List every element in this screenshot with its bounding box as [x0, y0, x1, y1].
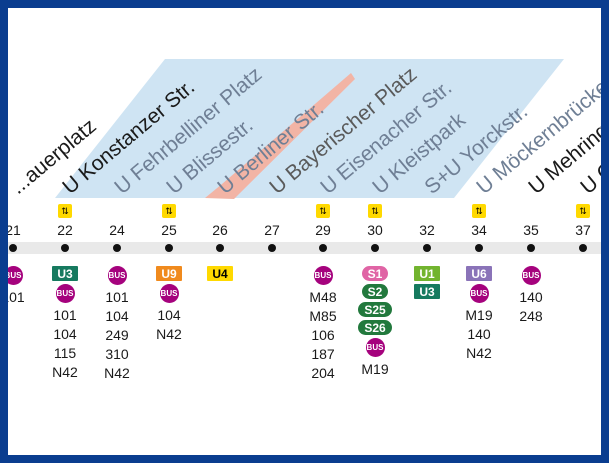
connection-column: U1 U3	[397, 266, 457, 302]
stop-number: 24	[109, 222, 125, 238]
bus-line: M19	[361, 361, 389, 377]
bus-line: 249	[105, 327, 129, 343]
bus-line: 204	[311, 365, 335, 381]
bus-badge: BUS	[313, 266, 333, 285]
bus-line: 140	[519, 289, 543, 305]
bus-line: 310	[105, 346, 129, 362]
zone-highlight	[55, 59, 564, 199]
bus-line: M19	[465, 307, 493, 323]
line-badge: U6	[466, 266, 492, 281]
stop-number: 27	[264, 222, 280, 238]
bus-line: M48	[309, 289, 337, 305]
bus-badge: BUS	[521, 266, 541, 285]
bus-line: 248	[519, 308, 543, 324]
bus-line: 115	[53, 345, 77, 361]
bus-badge: BUS	[55, 284, 75, 303]
bus-line: N42	[156, 326, 182, 342]
connection-column: BUS 140 248	[501, 266, 561, 326]
route-map-panel: ...auerplatz U Konstanzer Str. U Fehrbelli…	[8, 8, 601, 455]
elevator-icon: ⇅	[58, 204, 72, 218]
bus-line: 140	[467, 326, 491, 342]
bus-line: 104	[157, 307, 181, 323]
connection-column: BUS M48 M85 106 187 204	[293, 266, 353, 383]
line-badge: U3	[414, 284, 440, 299]
bus-line: 104	[53, 326, 77, 342]
line-badge: S1	[361, 266, 389, 281]
bus-line: N42	[52, 364, 78, 380]
zone-band-blue	[55, 59, 564, 198]
zone-band-red	[205, 73, 355, 199]
bus-line: 106	[311, 327, 335, 343]
bus-badge: BUS	[365, 338, 385, 357]
connection-column: U3 BUS 101 104 115 N42	[35, 266, 95, 382]
stop-number: 37	[575, 222, 591, 238]
elevator-icon: ⇅	[368, 204, 382, 218]
stop-dot[interactable]	[319, 244, 327, 252]
bus-line: M85	[309, 308, 337, 324]
bus-line: N42	[466, 345, 492, 361]
bus-line: 187	[311, 346, 335, 362]
line-badge: U3	[52, 266, 78, 281]
stop-dot[interactable]	[165, 244, 173, 252]
connection-column: U6 BUS M19 140 N42	[449, 266, 509, 363]
stop-dot[interactable]	[216, 244, 224, 252]
bus-badge: BUS	[8, 266, 23, 285]
bus-badge: BUS	[469, 284, 489, 303]
bus-line: 101	[8, 289, 25, 305]
stop-dot[interactable]	[527, 244, 535, 252]
connection-column: BUS 101	[8, 266, 43, 307]
connection-column: U9 BUS 104 N42	[139, 266, 199, 344]
line-badge: S2	[361, 284, 389, 299]
connection-column: U4	[190, 266, 250, 284]
line-badge: U1	[414, 266, 440, 281]
stop-dot[interactable]	[113, 244, 121, 252]
stop-number: 25	[161, 222, 177, 238]
line-badge: S25	[358, 302, 392, 317]
elevator-icon: ⇅	[472, 204, 486, 218]
stop-dot[interactable]	[371, 244, 379, 252]
route-track	[8, 242, 601, 254]
stop-dot[interactable]	[9, 244, 17, 252]
bus-badge: BUS	[107, 266, 127, 285]
stop-number: 26	[212, 222, 228, 238]
elevator-icon: ⇅	[316, 204, 330, 218]
line-badge: S26	[358, 320, 392, 335]
stop-number: 21	[8, 222, 21, 238]
line-badge: U4	[207, 266, 233, 281]
bus-line: 104	[105, 308, 129, 324]
bus-badge: BUS	[159, 284, 179, 303]
bus-line: 101	[105, 289, 129, 305]
stop-dot[interactable]	[579, 244, 587, 252]
bus-line: N42	[104, 365, 130, 381]
line-badge: U9	[156, 266, 182, 281]
stop-number: 34	[471, 222, 487, 238]
stop-dot[interactable]	[268, 244, 276, 252]
bus-line: 101	[53, 307, 77, 323]
elevator-icon: ⇅	[162, 204, 176, 218]
stop-number: 22	[57, 222, 73, 238]
elevator-icon: ⇅	[576, 204, 590, 218]
stop-number: 30	[367, 222, 383, 238]
stop-number: 29	[315, 222, 331, 238]
stop-dot[interactable]	[61, 244, 69, 252]
stop-dot[interactable]	[475, 244, 483, 252]
stop-number: 32	[419, 222, 435, 238]
stop-number: 35	[523, 222, 539, 238]
connection-column: BUS 101 104 249 310 N42	[87, 266, 147, 383]
stop-dot[interactable]	[423, 244, 431, 252]
connection-column: S1 S2 S25 S26 BUS M19	[345, 266, 405, 379]
